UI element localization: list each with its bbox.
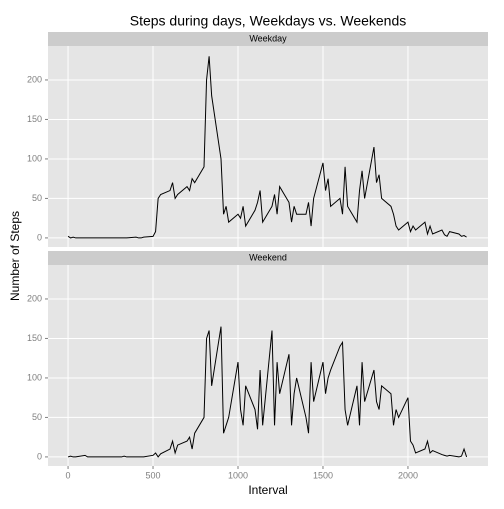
y-tick-label: 0 xyxy=(37,451,42,461)
y-tick-label: 50 xyxy=(32,193,42,203)
y-axis-label: Number of Steps xyxy=(8,211,22,301)
y-tick-label: 200 xyxy=(27,74,42,84)
strip-label: Weekday xyxy=(249,33,287,43)
line xyxy=(67,56,467,239)
panel xyxy=(48,265,488,466)
y-tick-label: 50 xyxy=(32,412,42,422)
y-tick-label: 150 xyxy=(27,114,42,124)
x-axis-label: Interval xyxy=(248,483,287,497)
x-tick-label: 0 xyxy=(66,470,71,480)
x-tick-label: 500 xyxy=(146,470,161,480)
y-tick-label: 150 xyxy=(27,333,42,343)
line xyxy=(67,326,468,458)
y-tick-label: 100 xyxy=(27,372,42,382)
x-tick-label: 1500 xyxy=(313,470,333,480)
panel xyxy=(48,46,488,247)
strip xyxy=(48,32,488,46)
x-tick-label: 1000 xyxy=(228,470,248,480)
chart-title: Steps during days, Weekdays vs. Weekends xyxy=(130,13,407,29)
y-tick-label: 0 xyxy=(37,232,42,242)
y-tick-label: 200 xyxy=(27,293,42,303)
strip-label: Weekend xyxy=(249,252,287,262)
y-tick-label: 100 xyxy=(27,153,42,163)
strip xyxy=(48,251,488,265)
x-tick-label: 2000 xyxy=(398,470,418,480)
